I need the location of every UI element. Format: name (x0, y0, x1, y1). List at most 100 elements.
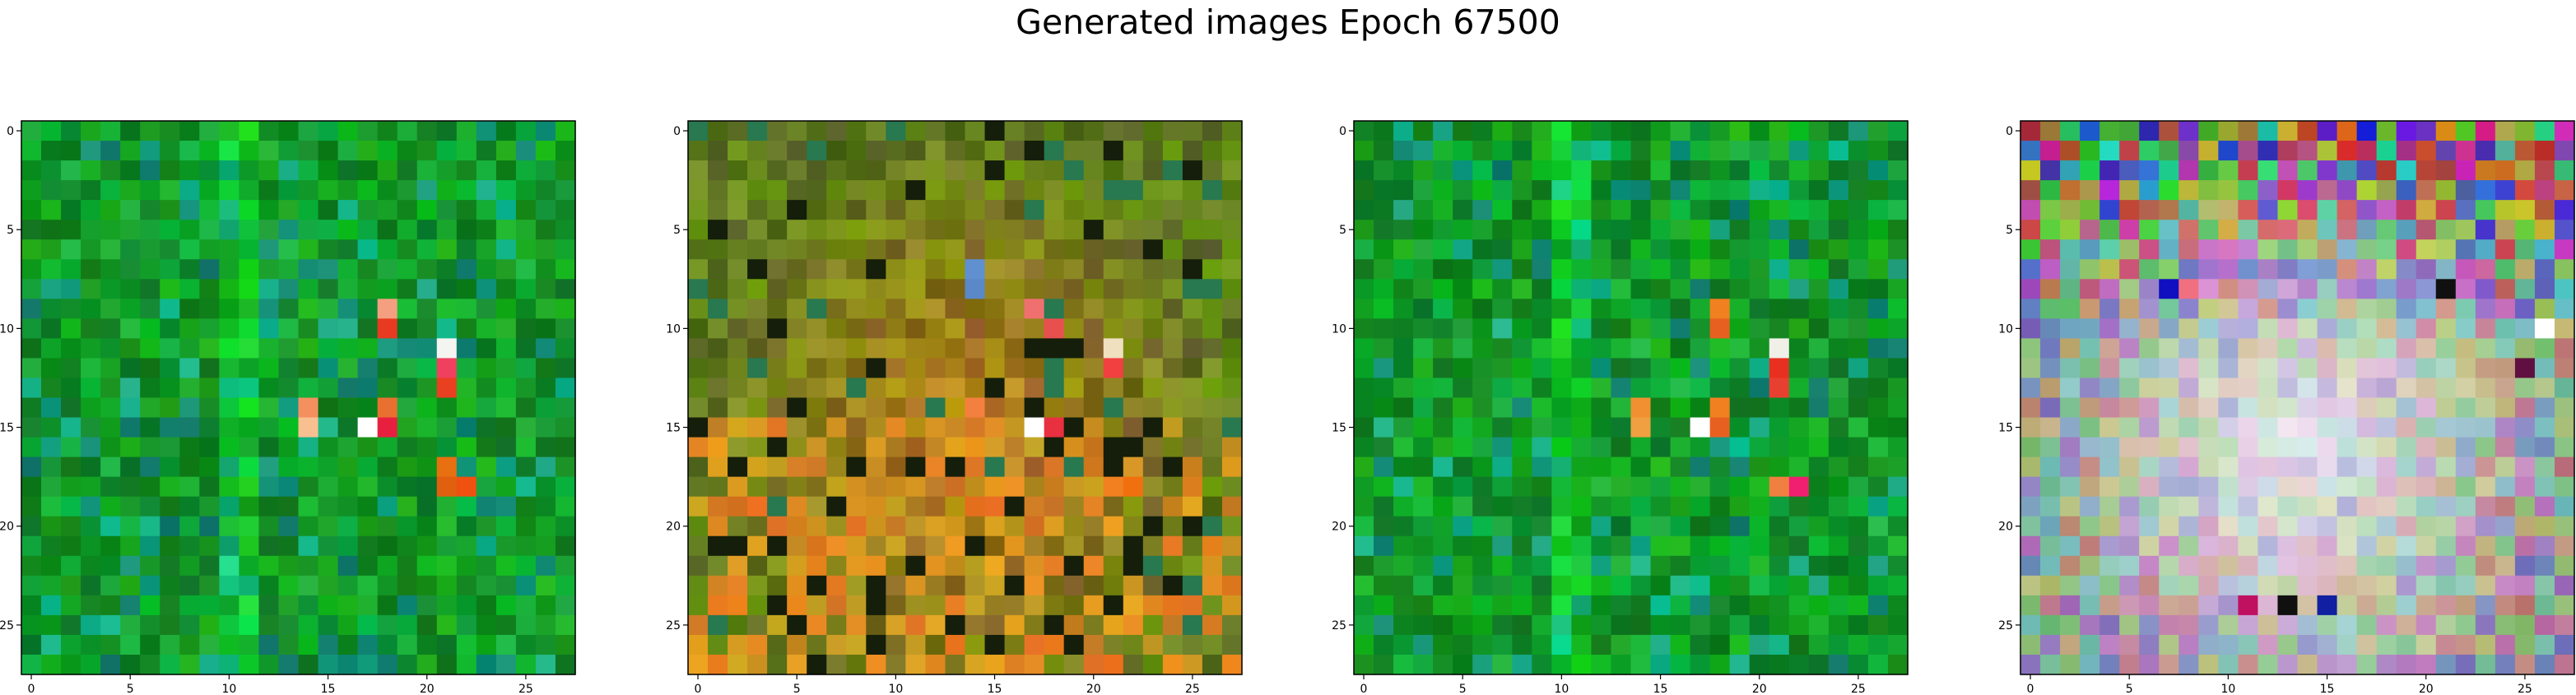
image-pixel (140, 595, 160, 616)
image-pixel (2139, 456, 2160, 478)
image-pixel (747, 279, 768, 299)
image-pixel (456, 397, 477, 419)
image-pixel (1354, 595, 1374, 616)
image-pixel (866, 437, 886, 458)
image-pixel (807, 456, 827, 478)
image-pixel (2317, 378, 2338, 399)
image-pixel (747, 121, 768, 141)
image-pixel (2495, 595, 2516, 616)
image-pixel (1063, 476, 1085, 498)
image-pixel (1709, 397, 1731, 419)
image-pixel (555, 141, 576, 161)
image-pixel (1063, 259, 1085, 280)
image-pixel (2178, 160, 2199, 181)
image-pixel (1887, 338, 1909, 359)
image-pixel (1867, 417, 1889, 438)
image-pixel (2554, 299, 2575, 319)
image-pixel (965, 555, 986, 577)
image-pixel (866, 239, 886, 260)
image-pixel (807, 318, 827, 339)
image-pixel (2040, 397, 2061, 419)
image-pixel (1788, 279, 1810, 299)
image-pixel (1709, 614, 1731, 636)
image-pixel (515, 496, 537, 517)
image-pixel (886, 417, 906, 438)
image-pixel (1123, 299, 1144, 319)
image-pixel (1004, 595, 1025, 616)
image-pixel (1123, 141, 1144, 161)
image-pixel (688, 378, 709, 399)
image-pixel (2455, 496, 2476, 517)
image-pixel (866, 299, 886, 319)
image-pixel (2514, 397, 2536, 419)
image-pixel (886, 614, 906, 636)
image-pixel (2475, 397, 2496, 419)
image-pixel (555, 555, 576, 577)
image-pixel (1848, 535, 1869, 557)
image-pixel (1182, 634, 1203, 656)
image-pixel (1024, 259, 1045, 280)
image-pixel (2159, 417, 2179, 438)
image-pixel (100, 595, 121, 616)
image-pixel (708, 575, 728, 596)
image-pixel (1354, 121, 1374, 141)
image-pixel (1123, 378, 1144, 399)
image-pixel (1004, 397, 1025, 419)
image-pixel (826, 397, 847, 419)
image-pixel (1393, 318, 1414, 339)
image-pixel (2337, 239, 2358, 260)
image-pixel (2139, 575, 2160, 596)
image-pixel (1512, 160, 1532, 181)
image-pixel (1749, 299, 1770, 319)
image-pixel (357, 496, 379, 517)
image-pixel (1670, 516, 1691, 537)
image-pixel (2495, 634, 2516, 656)
image-pixel (1162, 121, 1183, 141)
image-pixel (2455, 595, 2476, 616)
image-pixel (2080, 160, 2100, 181)
image-pixel (2257, 141, 2279, 161)
image-pixel (2435, 437, 2457, 458)
image-pixel (298, 358, 319, 379)
image-pixel (1808, 239, 1830, 260)
image-pixel (1828, 476, 1849, 498)
image-pixel (1611, 318, 1632, 339)
image-pixel (1024, 456, 1045, 478)
image-pixel (41, 220, 62, 240)
image-pixel (2356, 634, 2378, 656)
image-pixel (2435, 299, 2457, 319)
image-pixel (1063, 555, 1085, 577)
image-pixel (337, 397, 359, 419)
image-pixel (2297, 535, 2318, 557)
image-pixel (1413, 634, 1434, 656)
image-pixel (1393, 121, 1414, 141)
image-pixel (436, 160, 458, 181)
image-pixel (1492, 614, 1513, 636)
image-pixel (239, 516, 260, 537)
image-pixel (688, 299, 709, 319)
image-pixel (377, 555, 398, 577)
image-pixel (787, 279, 807, 299)
image-pixel (318, 160, 339, 181)
image-pixel (436, 476, 458, 498)
image-pixel (535, 437, 556, 458)
image-pixel (436, 634, 458, 656)
image-pixel (199, 299, 220, 319)
image-pixel (140, 358, 160, 379)
image-pixel (2495, 259, 2516, 280)
image-pixel (495, 654, 517, 675)
image-pixel (984, 654, 1006, 675)
image-pixel (2554, 160, 2575, 181)
image-pixel (41, 496, 62, 517)
image-pixel (2178, 299, 2199, 319)
image-pixel (1354, 239, 1374, 260)
image-pixel (1472, 417, 1493, 438)
image-pixel (1142, 160, 1164, 181)
image-pixel (807, 200, 827, 220)
image-pixel (866, 180, 886, 201)
image-pixel (1591, 555, 1612, 577)
image-pixel (1848, 575, 1869, 596)
image-pixel (787, 555, 807, 577)
image-pixel (728, 456, 748, 478)
image-pixel (81, 358, 101, 379)
